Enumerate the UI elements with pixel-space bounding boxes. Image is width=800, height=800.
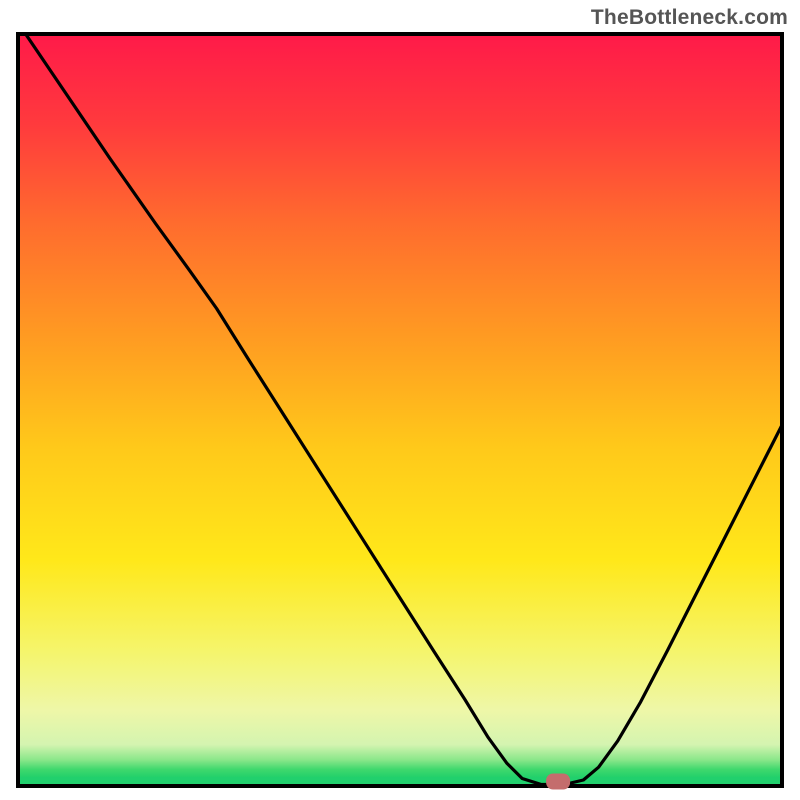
bottleneck-chart [0,0,800,800]
gradient-background [18,34,782,786]
chart-container: { "meta": { "watermark_text": "TheBottle… [0,0,800,800]
optimal-marker [546,774,570,790]
